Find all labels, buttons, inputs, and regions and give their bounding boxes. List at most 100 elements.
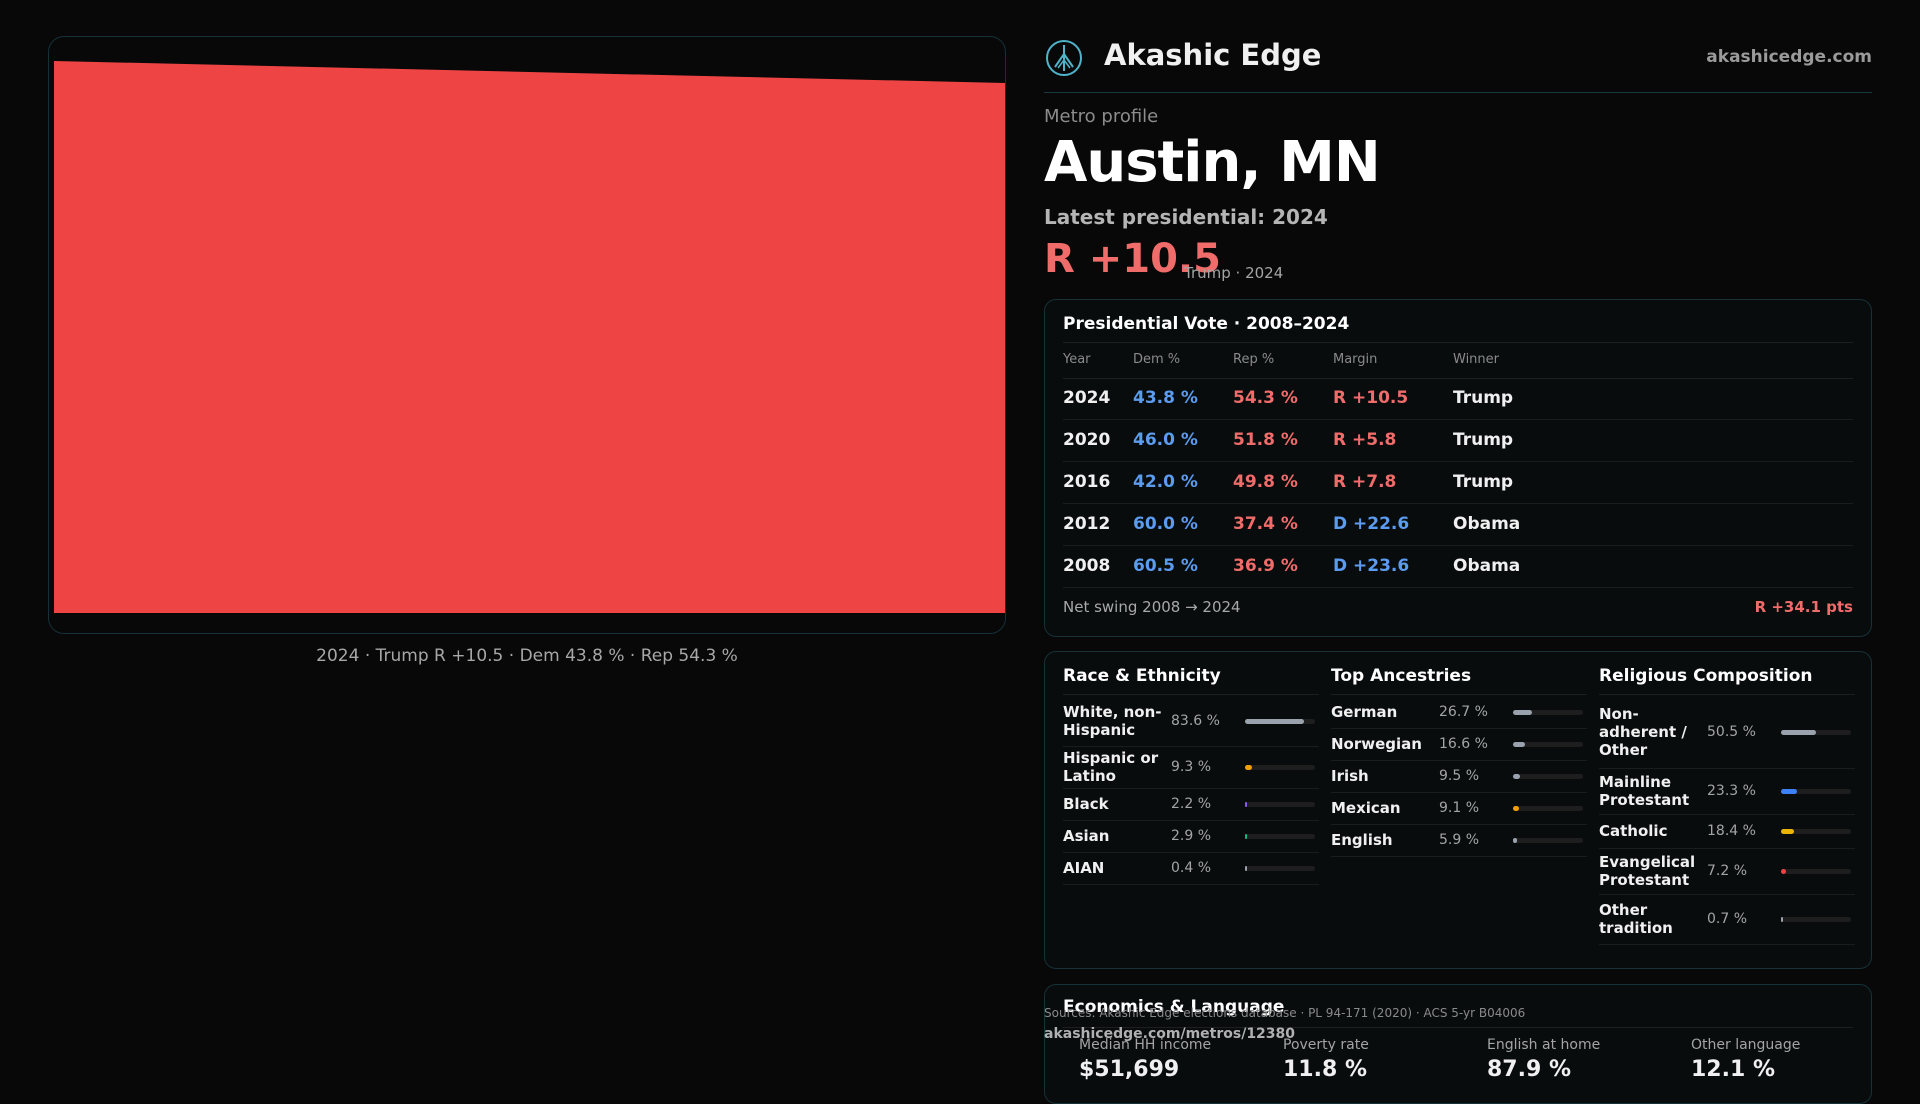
percent-bar [1245,833,1315,839]
cell-rep: 54.3 % [1233,388,1298,408]
percent-bar-fill [1513,773,1520,779]
table-row[interactable]: 2016 42.0 % 49.8 % R +7.8 Trump [1063,462,1853,504]
percent-bar-fill [1245,764,1252,770]
item-value: 23.3 % [1707,782,1756,799]
percent-bar [1245,764,1315,770]
item-value: 16.6 % [1439,735,1488,752]
percent-bar [1781,788,1851,794]
table-row[interactable]: 2024 43.8 % 54.3 % R +10.5 Trump [1063,378,1853,420]
percent-bar [1781,868,1851,874]
divider [1331,694,1587,695]
list-item[interactable]: Mexican 9.1 % [1331,792,1587,825]
cell-year: 2024 [1063,388,1111,408]
item-value: 2.9 % [1171,827,1212,844]
cell-margin: D +22.6 [1333,514,1410,534]
list-item[interactable]: Irish 9.5 % [1331,760,1587,793]
item-label: English [1331,831,1393,849]
percent-bar-fill [1245,833,1248,839]
presidential-vote-card: Presidential Vote · 2008–2024 Year Dem %… [1044,299,1872,637]
vote-card-title: Presidential Vote · 2008–2024 [1063,314,1350,334]
divider [1599,694,1855,695]
item-value: 7.2 % [1707,862,1748,879]
percent-bar [1245,801,1315,807]
list-item[interactable]: Catholic 18.4 % [1599,814,1855,849]
tree-globe-icon[interactable] [1044,38,1084,78]
col-header-margin: Margin [1333,352,1378,367]
item-label: Black [1063,795,1109,813]
percent-bar [1245,718,1315,724]
col-header-year: Year [1063,352,1091,367]
cell-year: 2012 [1063,514,1111,534]
cell-winner: Trump [1453,430,1514,450]
brand-name[interactable]: Akashic Edge [1104,38,1322,72]
item-label: Other tradition [1599,901,1673,937]
cell-rep: 36.9 % [1233,556,1298,576]
percent-bar-fill [1245,801,1247,807]
percent-bar-fill [1781,788,1798,794]
item-value: 9.5 % [1439,767,1480,784]
vote-table-header: Year Dem % Rep % Margin Winner [1063,342,1853,379]
map-caption: 2024 · Trump R +10.5 · Dem 43.8 % · Rep … [316,646,738,666]
econ-stat: Poverty rate 11.8 % [1283,1037,1369,1082]
cell-winner: Obama [1453,556,1521,576]
percent-bar-fill [1781,868,1787,874]
econ-label: Poverty rate [1283,1037,1369,1053]
list-item[interactable]: AIAN 0.4 % [1063,852,1319,885]
item-value: 2.2 % [1171,795,1212,812]
list-item[interactable]: Non-adherent / Other 50.5 % [1599,696,1855,769]
cell-rep: 51.8 % [1233,430,1298,450]
site-link[interactable]: akashicedge.com [1706,47,1872,67]
item-label: Irish [1331,767,1369,785]
list-item[interactable]: Mainline Protestant 23.3 % [1599,768,1855,815]
col-header-winner: Winner [1453,352,1500,367]
economics-title: Economics & Language [1063,997,1285,1017]
item-label: Norwegian [1331,735,1422,753]
metro-map-shape[interactable] [54,61,1006,613]
item-label: Mexican [1331,799,1401,817]
cell-winner: Trump [1453,472,1514,492]
list-item[interactable]: Black 2.2 % [1063,788,1319,821]
cell-rep: 37.4 % [1233,514,1298,534]
metro-url[interactable]: akashicedge.com/metros/12380 [1044,1026,1296,1042]
headline-margin: R +10.5 [1044,236,1221,282]
percent-bar [1245,865,1315,871]
item-value: 26.7 % [1439,703,1488,720]
cell-margin: D +23.6 [1333,556,1410,576]
table-row[interactable]: 2020 46.0 % 51.8 % R +5.8 Trump [1063,420,1853,462]
table-row[interactable]: 2012 60.0 % 37.4 % D +22.6 Obama [1063,504,1853,546]
percent-bar-fill [1245,718,1304,724]
list-item[interactable]: Hispanic or Latino 9.3 % [1063,746,1319,789]
percent-bar-fill [1781,916,1783,922]
list-item[interactable]: White, non-Hispanic 83.6 % [1063,696,1319,747]
percent-bar [1513,805,1583,811]
percent-bar [1513,773,1583,779]
map-svg [54,61,1006,613]
table-row[interactable]: 2008 60.5 % 36.9 % D +23.6 Obama [1063,546,1853,588]
divider [1063,1027,1853,1028]
cell-dem: 60.5 % [1133,556,1198,576]
list-item[interactable]: Evangelical Protestant 7.2 % [1599,848,1855,895]
economics-card: Economics & Language Median HH income $5… [1044,984,1872,1104]
percent-bar-fill [1245,865,1247,871]
list-item[interactable]: English 5.9 % [1331,824,1587,857]
item-value: 83.6 % [1171,712,1220,729]
item-value: 9.3 % [1171,758,1212,775]
list-item[interactable]: Norwegian 16.6 % [1331,728,1587,761]
item-label: Evangelical Protestant [1599,853,1696,889]
metro-map[interactable] [48,36,1006,634]
list-item[interactable]: Asian 2.9 % [1063,820,1319,853]
item-label: German [1331,703,1398,721]
cell-margin: R +7.8 [1333,472,1397,492]
ancestries-title: Top Ancestries [1331,666,1472,686]
list-item[interactable]: Other tradition 0.7 % [1599,894,1855,945]
percent-bar-fill [1513,837,1518,843]
profile-eyebrow: Metro profile [1044,106,1159,127]
percent-bar [1781,729,1851,735]
list-item[interactable]: German 26.7 % [1331,696,1587,729]
cell-year: 2020 [1063,430,1111,450]
item-value: 18.4 % [1707,822,1756,839]
item-value: 9.1 % [1439,799,1480,816]
cell-winner: Trump [1453,388,1514,408]
percent-bar-fill [1513,709,1532,715]
race-title: Race & Ethnicity [1063,666,1221,686]
